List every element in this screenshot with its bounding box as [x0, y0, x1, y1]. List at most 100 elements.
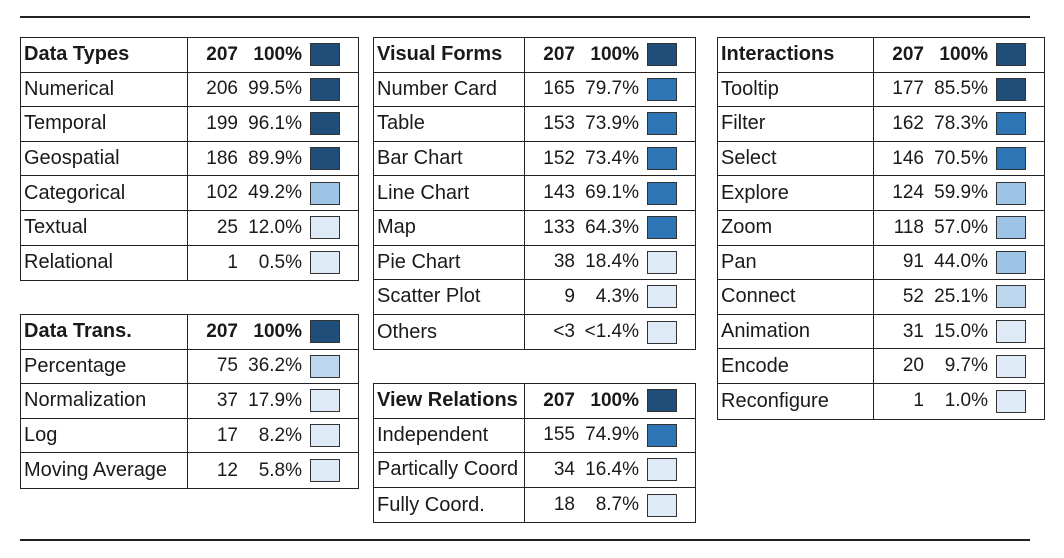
- percent-value: 57.0%: [934, 216, 988, 238]
- count-value: 20: [902, 355, 924, 377]
- color-swatch: [310, 112, 340, 136]
- count-value: 207: [206, 320, 238, 342]
- table-row: Temporal 199 96.1%: [21, 107, 358, 142]
- color-swatch: [647, 493, 677, 517]
- color-swatch: [647, 285, 677, 309]
- table-row: Relational 1 0.5%: [21, 245, 358, 281]
- color-swatch: [647, 320, 677, 344]
- row-label: Independent: [374, 418, 525, 453]
- count-value: 37: [216, 389, 238, 411]
- count-value: <3: [553, 321, 575, 343]
- table-row: Map 133 64.3%: [374, 210, 695, 246]
- color-swatch: [647, 250, 677, 274]
- table-row: Explore 124 59.9%: [718, 176, 1044, 211]
- row-label: Connect: [718, 280, 874, 314]
- table-row: Select 146 70.5%: [718, 141, 1044, 177]
- count-value: 118: [893, 216, 924, 238]
- table-row: Pan 91 44.0%: [718, 245, 1044, 281]
- color-swatch: [647, 77, 677, 101]
- table-row: Numerical 206 99.5%: [21, 72, 358, 108]
- count-value: 146: [892, 147, 924, 169]
- count-value: 153: [543, 112, 575, 134]
- count-value: 34: [553, 458, 575, 480]
- percent-value: 12.0%: [248, 216, 302, 238]
- table-row: Filter 162 78.3%: [718, 107, 1044, 142]
- row-label: Partically Coord: [374, 453, 525, 487]
- row-label: Log: [21, 418, 188, 453]
- count-value: 124: [892, 182, 924, 204]
- row-label: Animation: [718, 314, 874, 349]
- row-label: Pie Chart: [374, 245, 525, 280]
- table-row: Categorical 102 49.2%: [21, 176, 358, 211]
- color-swatch: [310, 354, 340, 378]
- row-label: Normalization: [21, 384, 188, 418]
- row-label: Scatter Plot: [374, 280, 525, 314]
- color-swatch: [996, 43, 1026, 67]
- row-label: Filter: [718, 107, 874, 141]
- percent-value: 85.5%: [934, 78, 988, 100]
- count-value: 75: [216, 355, 238, 377]
- row-label: Relational: [21, 245, 188, 281]
- color-swatch: [996, 250, 1026, 274]
- count-value: 177: [892, 78, 924, 100]
- percent-value: 16.4%: [585, 458, 639, 480]
- percent-value: 79.7%: [585, 78, 639, 100]
- table-row: Fully Coord. 18 8.7%: [374, 487, 695, 523]
- count-value: 102: [206, 182, 238, 204]
- table-row: Scatter Plot 9 4.3%: [374, 280, 695, 315]
- count-value: 162: [892, 112, 924, 134]
- row-label: Line Chart: [374, 176, 525, 210]
- color-swatch: [647, 147, 677, 171]
- percent-value: 59.9%: [934, 182, 988, 204]
- percent-value: 100%: [939, 43, 988, 65]
- count-value: 207: [543, 43, 575, 65]
- count-value: 152: [543, 147, 575, 169]
- row-label: Tooltip: [718, 72, 874, 107]
- table-row: Connect 52 25.1%: [718, 280, 1044, 315]
- table-row: Line Chart 143 69.1%: [374, 176, 695, 211]
- row-label: Bar Chart: [374, 141, 525, 176]
- row-label: Zoom: [718, 210, 874, 245]
- color-swatch: [996, 181, 1026, 205]
- data-trans-table: Data Trans. 207 100% Percentage 75 36.2% Norma…: [20, 314, 359, 489]
- table-title: View Relations: [374, 384, 525, 418]
- data-types-table: Data Types 207 100% Numerical 206 99.5% Tempor…: [20, 37, 359, 282]
- table-row: Pie Chart 38 18.4%: [374, 245, 695, 281]
- percent-value: 100%: [253, 320, 302, 342]
- row-label: Numerical: [21, 72, 188, 107]
- color-swatch: [310, 77, 340, 101]
- color-swatch: [310, 251, 340, 275]
- percent-value: 36.2%: [248, 355, 302, 377]
- color-swatch: [310, 147, 340, 171]
- count-value: 143: [543, 182, 575, 204]
- percent-value: 100%: [253, 43, 302, 65]
- count-value: 91: [902, 251, 924, 273]
- color-swatch: [310, 320, 340, 344]
- table-row: Normalization 37 17.9%: [21, 384, 358, 419]
- row-label: Fully Coord.: [374, 487, 525, 523]
- percent-value: 15.0%: [934, 320, 988, 342]
- table-row: Partically Coord 34 16.4%: [374, 453, 695, 488]
- bottom-rule: [20, 539, 1030, 541]
- color-swatch: [996, 216, 1026, 240]
- table-row: Tooltip 177 85.5%: [718, 72, 1044, 108]
- table-row: Independent 155 74.9%: [374, 418, 695, 454]
- color-swatch: [310, 216, 340, 240]
- percent-value: 73.4%: [585, 147, 639, 169]
- color-swatch: [996, 285, 1026, 309]
- top-rule: [20, 16, 1030, 18]
- percent-value: 17.9%: [248, 389, 302, 411]
- row-label: Geospatial: [21, 141, 188, 176]
- percent-value: 64.3%: [585, 216, 639, 238]
- table-header-row: View Relations 207 100%: [374, 384, 695, 419]
- percent-value: 100%: [590, 389, 639, 411]
- color-swatch: [647, 458, 677, 482]
- percent-value: <1.4%: [584, 321, 639, 343]
- row-label: Categorical: [21, 176, 188, 210]
- table-title: Interactions: [718, 38, 874, 72]
- table-row: Moving Average 12 5.8%: [21, 453, 358, 488]
- color-swatch: [310, 389, 340, 413]
- row-label: Moving Average: [21, 453, 188, 488]
- table-row: Animation 31 15.0%: [718, 314, 1044, 350]
- count-value: 25: [216, 216, 238, 238]
